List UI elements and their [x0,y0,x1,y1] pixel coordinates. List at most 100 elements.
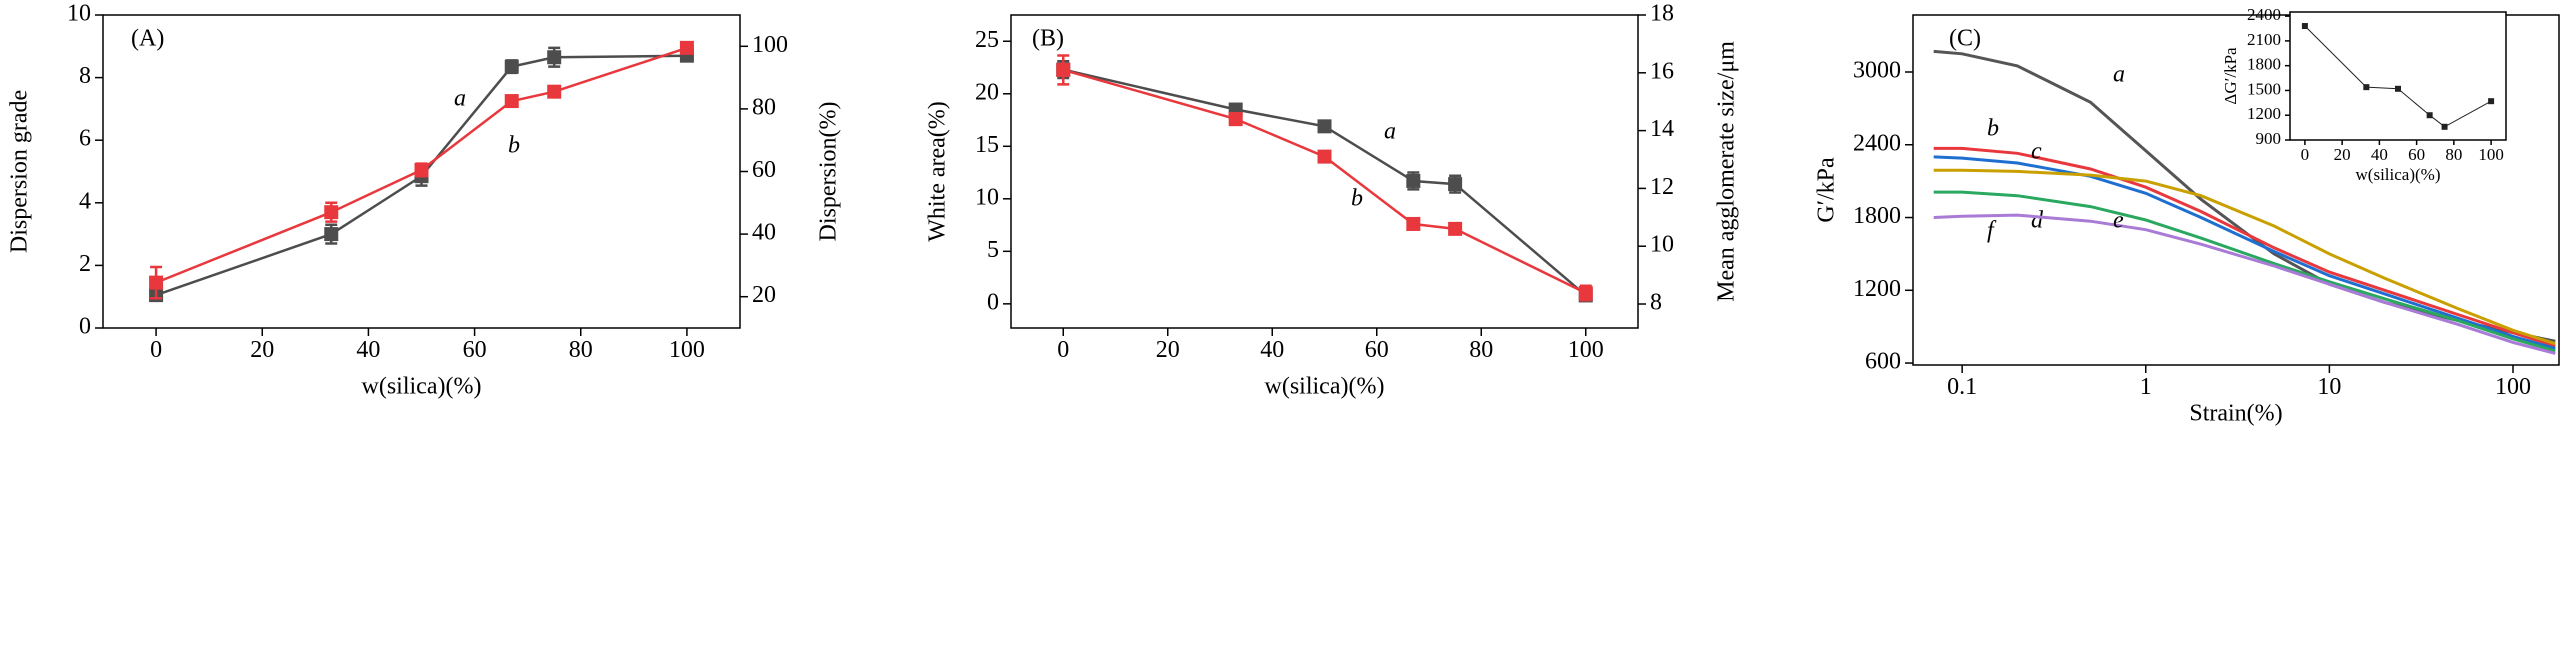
x-axis-title: w(silica)(%) [2356,165,2441,184]
data-point [2426,112,2433,119]
data-point [149,275,164,290]
y-axis-title: G′/kPa [1814,157,1840,223]
data-point [1448,221,1463,236]
data-point [1406,173,1421,188]
x-tick-label: 0 [2301,145,2310,164]
data-point [324,205,339,220]
data-point [1056,62,1071,77]
series-line [155,46,688,284]
y-tick-label: 6 [79,126,91,152]
curve-label: a [2113,62,2125,88]
data-point [679,40,694,55]
x-tick-label: 60 [2408,145,2425,164]
series-line [1933,168,2556,346]
y-tick-label: 2 [79,251,91,277]
data-point [324,227,339,242]
series-line [2304,25,2492,128]
panel-label: (C) [1949,26,1981,52]
data-point [414,162,429,177]
x-tick-label: 80 [1469,337,1493,363]
y2-axis-title: Mean agglomerate size/μm [1714,41,1740,302]
x-tick-label: 0 [1057,337,1069,363]
x-tick-label: 60 [1365,337,1389,363]
curve-label: e [2113,208,2124,234]
data-point [2441,123,2448,130]
y2-tick-label: 60 [752,157,776,183]
x-tick-label: 100 [669,337,705,363]
y2-tick-label: 8 [1650,290,1662,316]
series-line [1062,68,1587,295]
data-point [1448,177,1463,192]
y-tick-label: 0 [79,314,91,340]
y-tick-label: 20 [975,79,999,105]
curve-label: c [2031,139,2042,165]
data-point [2363,84,2370,91]
x-axis-title: Strain(%) [2189,401,2282,427]
y2-tick-label: 12 [1650,174,1674,200]
data-point [504,94,519,109]
curve-label: b [1987,116,1999,142]
y-tick-label: 3000 [1853,57,1901,83]
y-axis-title: White area(%) [925,101,951,242]
y2-tick-label: 18 [1650,1,1674,27]
panel: 0 20 40 60 80 100 0 2 4 6 8 10 20 40 60 80 100 w(silica)(… [7,1,842,400]
x-tick-label: 20 [250,337,274,363]
curve-label: a [454,86,466,112]
x-tick-label: 80 [2445,145,2462,164]
y-tick-label: 1500 [2247,79,2281,98]
y-tick-label: 2400 [1853,130,1901,156]
y2-tick-label: 20 [752,282,776,308]
data-point [2488,98,2495,105]
y-tick-label: 900 [2256,129,2282,148]
panel-label: (B) [1032,26,1064,52]
y2-tick-label: 80 [752,94,776,120]
series-line [1933,146,2556,348]
series-line [155,54,687,297]
panel: 0 20 40 60 80 100 0 5 10 15 20 25 8 10 12 14 16 18 w(silic… [925,1,1740,400]
x-tick-label: 0.1 [1947,374,1977,400]
series-line [1063,68,1587,297]
y-tick-label: 1200 [2247,104,2281,123]
y2-tick-label: 10 [1650,232,1674,258]
x-axis-title: w(silica)(%) [362,374,482,400]
x-tick-label: 20 [2334,145,2351,164]
data-point [547,84,562,99]
data-point [1406,216,1421,231]
y2-tick-label: 16 [1650,58,1674,84]
inset-background [2290,12,2506,140]
y-tick-label: 10 [67,1,91,27]
y-tick-label: 1800 [2247,55,2281,74]
plot-frame [1912,14,2560,366]
x-tick-label: 60 [463,337,487,363]
x-tick-label: 100 [1568,337,1604,363]
series-line [1933,213,2556,355]
curve-label: a [1384,119,1396,145]
data-point [1317,119,1332,134]
data-point [547,50,562,65]
panel-label: (A) [131,26,164,52]
data-point [1578,286,1593,301]
x-tick-label: 100 [2478,145,2504,164]
y-tick-label: 2100 [2247,30,2281,49]
y2-tick-label: 100 [752,32,788,58]
x-tick-label: 80 [569,337,593,363]
x-tick-label: 40 [2371,145,2388,164]
y-axis-title: Dispersion grade [7,90,33,253]
y2-tick-label: 40 [752,220,776,246]
y-tick-label: 600 [1865,349,1901,375]
y-tick-label: 1200 [1853,276,1901,302]
curve-label: b [508,133,520,159]
y-tick-label: 10 [975,184,999,210]
plot-frame [1010,14,1639,329]
y-tick-label: 8 [79,63,91,89]
y-tick-label: 2400 [2247,5,2281,24]
y-tick-label: 1800 [1853,203,1901,229]
data-point [1228,112,1243,127]
curve-label: b [1351,186,1363,212]
x-tick-label: 10 [2317,374,2341,400]
x-tick-label: 20 [1156,337,1180,363]
plot-frame [2289,11,2507,141]
x-tick-label: 40 [1260,337,1284,363]
data-point [504,59,519,74]
